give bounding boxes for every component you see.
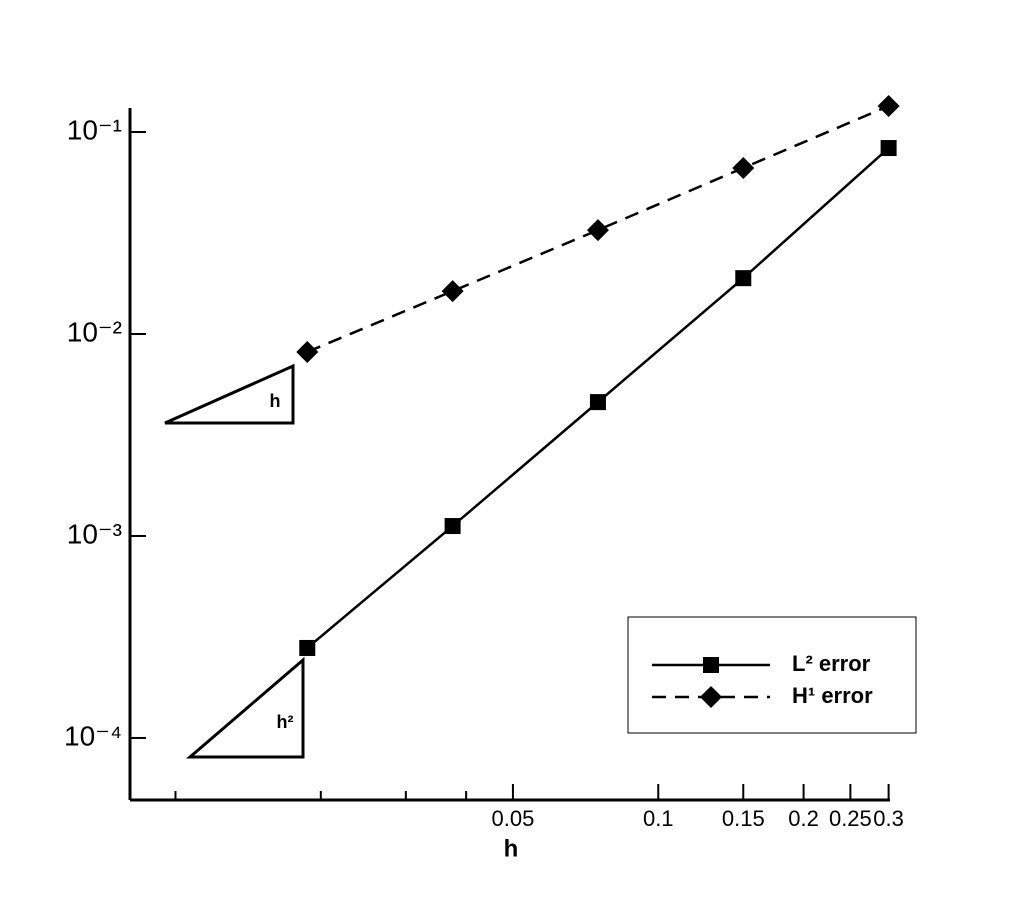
y-tick-label: 10⁻² (67, 316, 122, 347)
marker (880, 140, 897, 157)
marker (732, 156, 755, 179)
x-tick-label: 0.05 (492, 806, 535, 831)
legend-marker (703, 657, 719, 673)
x-tick-label: 0.2 (788, 806, 819, 831)
y-tick-label: 10⁻³ (67, 518, 122, 549)
marker (735, 270, 752, 287)
slope-triangle (164, 363, 295, 425)
annotation: h² (277, 712, 294, 732)
marker (444, 518, 461, 535)
marker (877, 95, 900, 118)
annotation: h (270, 391, 281, 411)
slope-triangle (185, 656, 305, 759)
legend-marker (700, 686, 722, 708)
series-line (306, 104, 890, 354)
y-tick-label: 10⁻¹ (67, 114, 122, 145)
x-axis-label: h (504, 835, 519, 862)
legend (627, 616, 917, 734)
marker (589, 394, 606, 411)
x-tick-label: 0.3 (873, 806, 904, 831)
marker (296, 340, 319, 363)
x-tick-label: 0.25 (829, 806, 872, 831)
legend-label: L² error (792, 651, 871, 676)
marker (441, 280, 464, 303)
x-tick-label: 0.15 (722, 806, 765, 831)
legend-label: H¹ error (792, 683, 873, 708)
x-tick-label: 0.1 (643, 806, 674, 831)
marker (299, 639, 316, 656)
marker (586, 219, 609, 242)
y-tick-label: 10⁻⁴ (64, 720, 122, 751)
